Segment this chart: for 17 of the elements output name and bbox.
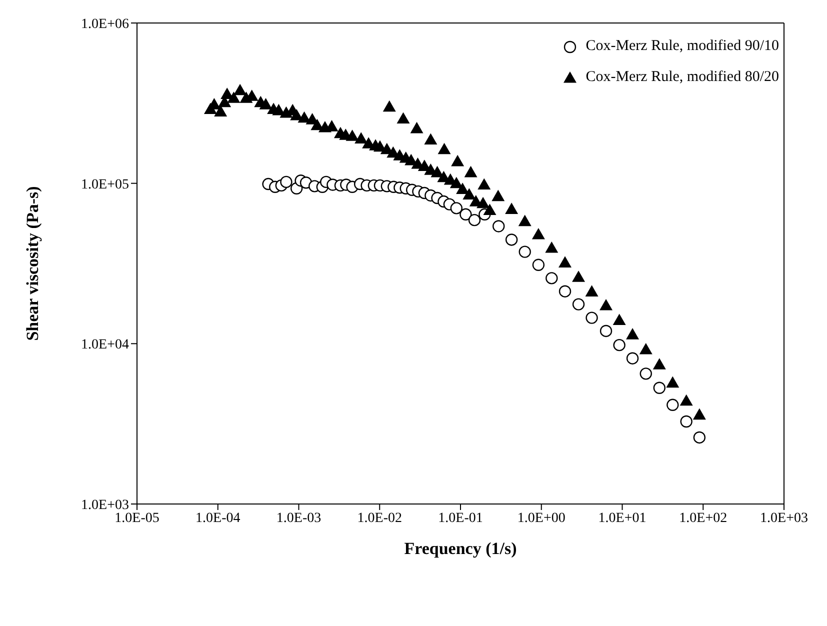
y-tick-label: 1.0E+06 xyxy=(81,16,129,32)
y-tick-label: 1.0E+05 xyxy=(81,177,129,192)
x-tick-label: 1.0E-03 xyxy=(276,510,322,526)
x-tick-label: 1.0E-02 xyxy=(357,510,402,526)
legend-label: Cox-Merz Rule, modified 90/10 xyxy=(586,38,779,55)
x-tick-label: 1.0E-01 xyxy=(438,510,483,526)
x-axis-title: Frequency (1/s) xyxy=(404,539,517,558)
x-tick-label: 1.0E+03 xyxy=(760,510,808,526)
x-tick-label: 1.0E+02 xyxy=(679,510,728,526)
y-axis-title: Shear viscosity (Pa-s) xyxy=(23,186,42,341)
x-tick-label: 1.0E-04 xyxy=(196,510,240,526)
x-tick-label: 1.0E+01 xyxy=(598,510,646,526)
y-tick-label: 1.0E+04 xyxy=(81,338,129,353)
x-tick-label: 1.0E+00 xyxy=(517,510,566,526)
x-tick-label: 1.0E-05 xyxy=(114,510,160,526)
legend-label: Cox-Merz Rule, modified 80/20 xyxy=(586,69,779,86)
y-tick-label: 1.0E+03 xyxy=(81,498,129,513)
